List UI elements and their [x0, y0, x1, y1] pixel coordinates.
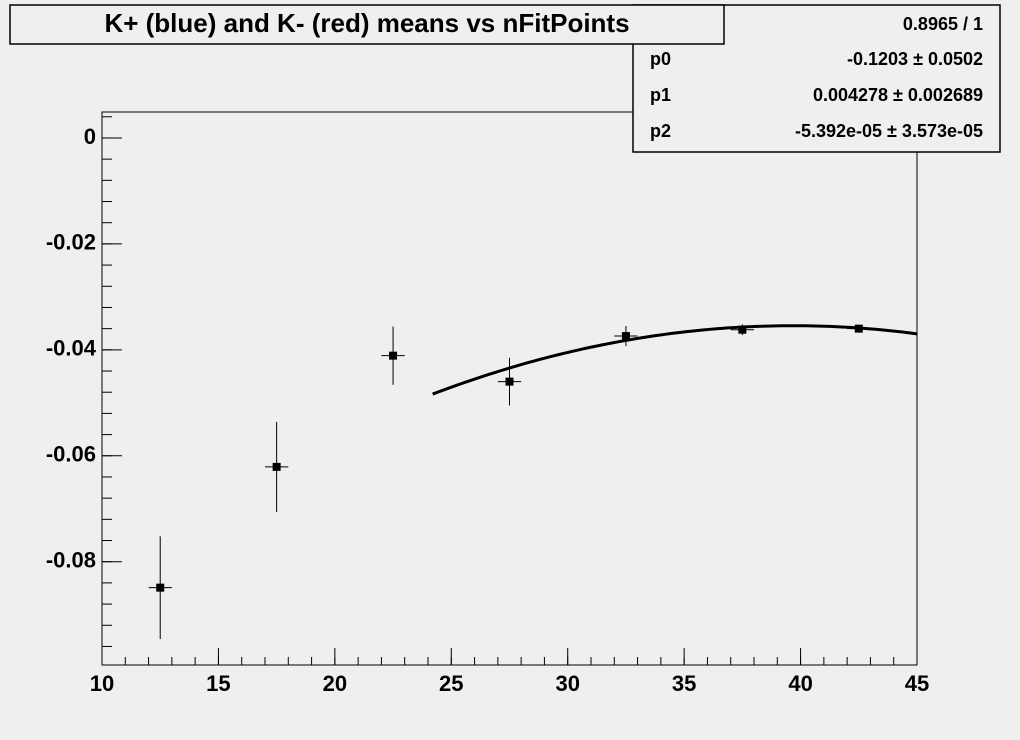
x-tick-label: 15 — [206, 671, 230, 696]
y-tick-label: 0 — [84, 124, 96, 149]
y-tick-label: -0.06 — [46, 442, 96, 467]
param-value: -0.1203 ± 0.0502 — [847, 49, 983, 69]
param-value: 0.004278 ± 0.002689 — [813, 85, 983, 105]
x-tick-label: 45 — [905, 671, 929, 696]
chi2-ndf: 0.8965 / 1 — [903, 14, 983, 34]
marker — [389, 351, 398, 360]
y-tick-label: -0.04 — [46, 336, 97, 361]
title-box — [9, 4, 725, 45]
param-name: p2 — [650, 121, 671, 141]
param-name: p1 — [650, 85, 671, 105]
marker — [621, 332, 630, 341]
param-value: -5.392e-05 ± 3.573e-05 — [795, 121, 983, 141]
marker — [505, 377, 514, 386]
x-tick-label: 10 — [90, 671, 114, 696]
y-tick-label: -0.02 — [46, 230, 96, 255]
stats-box — [632, 4, 1001, 153]
x-tick-label: 40 — [788, 671, 812, 696]
x-tick-label: 25 — [439, 671, 463, 696]
x-tick-label: 30 — [555, 671, 579, 696]
marker — [738, 325, 747, 334]
x-tick-label: 35 — [672, 671, 696, 696]
marker — [272, 462, 281, 471]
chart-title: K+ (blue) and K- (red) means vs nFitPoin… — [104, 8, 629, 38]
fit-curve — [432, 324, 918, 396]
x-tick-label: 20 — [323, 671, 347, 696]
marker — [156, 583, 165, 592]
param-name: p0 — [650, 49, 671, 69]
y-tick-label: -0.08 — [46, 548, 96, 573]
